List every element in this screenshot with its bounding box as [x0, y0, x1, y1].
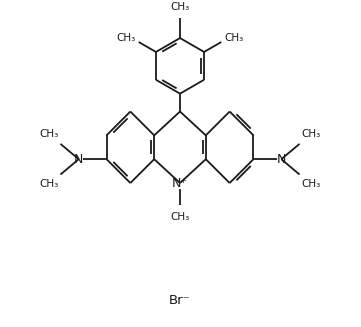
Text: CH₃: CH₃: [301, 129, 321, 139]
Text: CH₃: CH₃: [39, 129, 58, 139]
Text: CH₃: CH₃: [170, 212, 190, 222]
Text: N: N: [277, 153, 286, 166]
Text: N⁺: N⁺: [172, 177, 188, 190]
Text: CH₃: CH₃: [117, 33, 136, 43]
Text: N: N: [74, 153, 83, 166]
Text: CH₃: CH₃: [39, 180, 58, 189]
Text: Br⁻: Br⁻: [169, 294, 191, 307]
Text: CH₃: CH₃: [170, 2, 190, 12]
Text: CH₃: CH₃: [224, 33, 244, 43]
Text: CH₃: CH₃: [301, 180, 321, 189]
